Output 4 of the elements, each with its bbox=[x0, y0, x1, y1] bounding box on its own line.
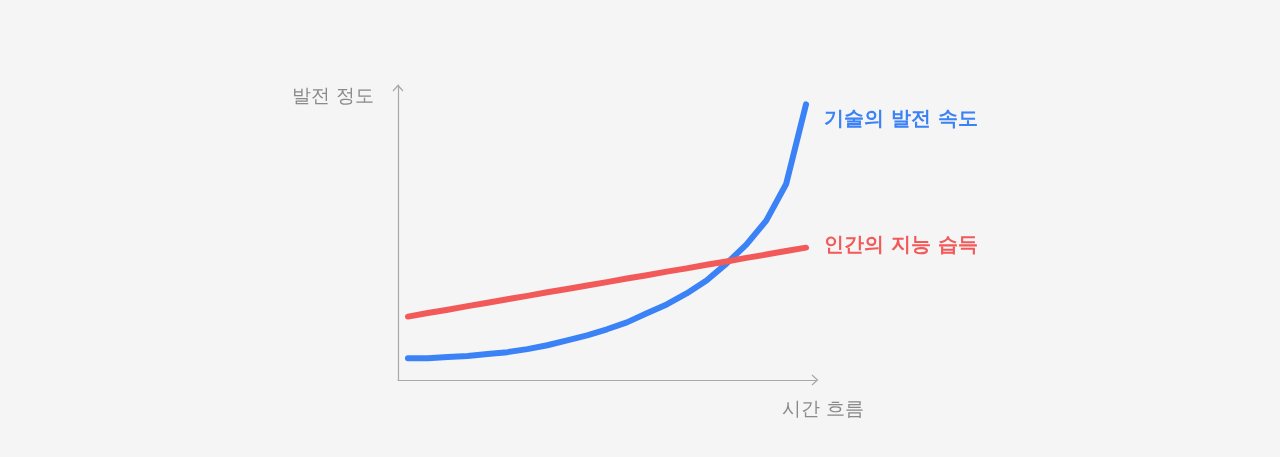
series-label: 기술의 발전 속도 bbox=[824, 106, 978, 131]
x-axis-title: 시간 흐름 bbox=[782, 396, 865, 419]
series-label: 인간의 지능 습득 bbox=[824, 231, 978, 256]
y-axis-title: 발전 정도 bbox=[292, 83, 375, 106]
